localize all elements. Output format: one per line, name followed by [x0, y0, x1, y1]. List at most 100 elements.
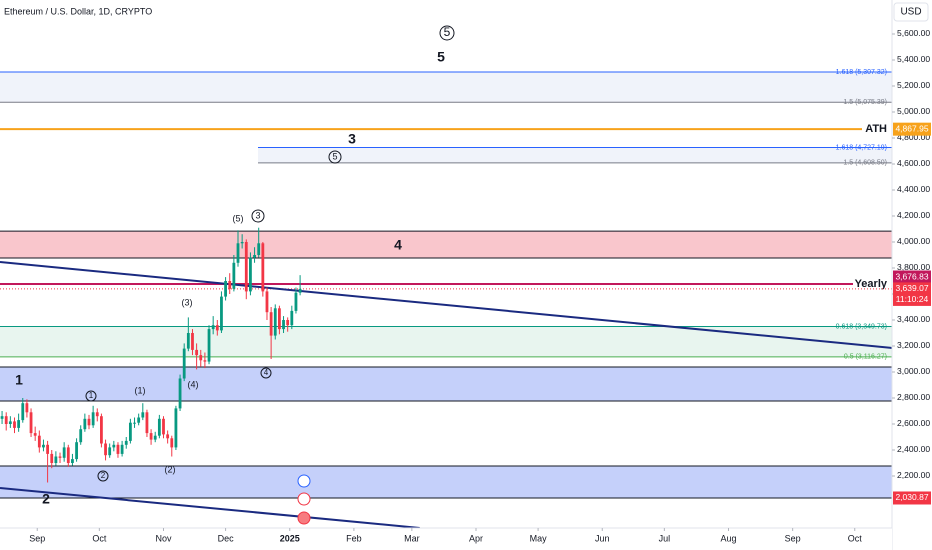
x-tick-label: Feb [346, 533, 362, 543]
candle-body [282, 319, 285, 330]
wave-label: (4) [188, 379, 199, 389]
candle-body [58, 456, 62, 458]
x-tick-label: Sep [29, 533, 45, 543]
candle-body [33, 433, 37, 436]
y-tick-label: 4,400.00 [897, 184, 930, 194]
candle-body [62, 447, 66, 458]
wave-circle [97, 470, 109, 482]
candle-body [133, 422, 136, 424]
event-icon[interactable] [297, 511, 311, 525]
candle-body [71, 459, 74, 463]
candle-body [21, 403, 25, 421]
fib-label: 1.5 (5,075.39) [843, 99, 887, 106]
wave-circle [260, 367, 272, 379]
candle-body [13, 421, 16, 428]
candle-body [91, 412, 95, 426]
low-tag: 2,030.87 [895, 492, 928, 502]
zone [0, 465, 892, 498]
candle-body [79, 429, 83, 443]
wave-circle [328, 150, 342, 164]
wave-label: 5 [332, 151, 337, 161]
event-icon[interactable] [297, 474, 311, 488]
candle-body [178, 378, 182, 409]
zone [0, 367, 892, 401]
candle-body [195, 349, 199, 356]
candle-body [224, 280, 227, 297]
candle-body [66, 447, 70, 463]
candle-body [0, 416, 4, 419]
candle-body [191, 332, 194, 350]
ath-label: ATH [865, 123, 887, 135]
y-tick-label: 4,000.00 [897, 236, 930, 246]
candle-body [46, 444, 50, 454]
candle-body [240, 241, 244, 244]
candle-body [29, 412, 33, 434]
candle-body [145, 412, 149, 434]
candle-body [174, 408, 178, 448]
candle-body [100, 416, 103, 444]
candle-body [294, 292, 298, 311]
candle-body [261, 243, 265, 292]
wave-label: 2 [42, 491, 50, 507]
wave-label: 4 [394, 237, 402, 253]
candle-body [25, 403, 29, 413]
candle-body [108, 447, 112, 456]
candle-body [128, 422, 132, 441]
candle-body [124, 440, 128, 445]
candle-body [157, 418, 161, 436]
x-tick-label: Jun [595, 533, 610, 543]
candle-body [207, 329, 211, 362]
candle-body [149, 433, 153, 440]
candle-body [244, 241, 248, 292]
currency-button[interactable] [893, 2, 929, 22]
candle-body [75, 442, 78, 460]
price-tag-bg [893, 282, 931, 296]
ath-tag: 4,867.95 [895, 123, 928, 133]
wave-label: 3 [255, 210, 260, 220]
candle-body [83, 418, 87, 430]
fib-label: 0.618 (3,349.73) [836, 323, 887, 330]
ath-tag-bg [893, 122, 931, 136]
yearly-tag: 3,676.83 [895, 271, 928, 281]
x-tick-label: Oct [848, 533, 863, 543]
wave-label: 3 [348, 131, 356, 147]
candle-body [249, 257, 252, 292]
yearly-label: Yearly [855, 278, 888, 290]
candle-body [220, 296, 223, 331]
y-tick-label: 4,200.00 [897, 210, 930, 220]
fib-label: 0.5 (3,116.27) [844, 354, 887, 361]
y-tick-label: 3,400.00 [897, 314, 930, 324]
candle-body [203, 360, 207, 362]
candle-body [8, 421, 12, 424]
candle-body [228, 280, 232, 289]
candle-body [42, 444, 45, 448]
candle-body [232, 262, 236, 289]
candle-body [273, 308, 277, 336]
candle-body [236, 243, 240, 263]
wave-label: 4 [264, 368, 269, 377]
candle-body [290, 310, 294, 326]
x-tick-label: Jul [659, 533, 671, 543]
wave-circle [251, 209, 265, 223]
candle-body [277, 308, 281, 330]
countdown: 11:10:24 [896, 294, 929, 304]
event-icons [297, 474, 311, 525]
fib-zone [0, 72, 892, 103]
wave-labels: 5 5 3 5 4 (5) 3 (3) (4) 4 1 1 (1) 2 (2) … [15, 25, 455, 507]
candle-body [182, 348, 186, 379]
countdown-bg [893, 294, 931, 306]
candle-body [104, 443, 107, 456]
y-tick-label: 4,800.00 [897, 132, 930, 142]
chart-title: Ethereum / U.S. Dollar, 1D, CRYPTO [4, 6, 152, 16]
wave-label: 5 [437, 49, 445, 65]
wave-label: 1 [15, 372, 23, 388]
y-tick-label: 5,400.00 [897, 54, 930, 64]
candle-body [211, 325, 215, 330]
wave-label: 2 [101, 471, 106, 480]
candle-body [153, 435, 157, 440]
event-icon[interactable] [297, 492, 311, 506]
candle-body [112, 444, 116, 448]
wave-label: 1 [89, 391, 94, 400]
